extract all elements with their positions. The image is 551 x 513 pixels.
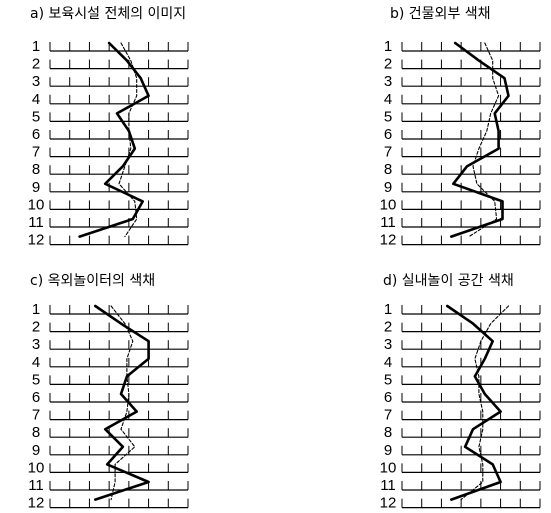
- row-label: 8: [32, 161, 40, 178]
- row-label: 4: [32, 91, 40, 108]
- row-label: 7: [32, 407, 40, 424]
- row-label: 8: [32, 424, 40, 441]
- row-label: 11: [28, 214, 44, 231]
- row-label: 2: [32, 56, 40, 73]
- row-label: 3: [384, 73, 392, 90]
- panel-c-title: c) 옥외놀이터의 색채: [30, 273, 155, 289]
- row-label: 7: [384, 407, 392, 424]
- row-label: 7: [384, 144, 392, 161]
- row-label: 10: [380, 196, 397, 213]
- panel-d-dashed-line: [460, 305, 510, 501]
- panel-c-solid-line: [94, 304, 150, 501]
- row-label: 2: [32, 319, 40, 336]
- row-label: 11: [28, 477, 44, 494]
- row-label: 2: [384, 319, 392, 336]
- panel-a-solid-line: [78, 41, 150, 238]
- panel-c-dashed-line: [110, 305, 136, 501]
- row-label: 8: [384, 424, 392, 441]
- row-label: 4: [384, 91, 392, 108]
- panel-b-solid-line: [449, 41, 510, 238]
- panel-d-solid-line: [445, 304, 502, 501]
- panel-a-dashed-line: [118, 42, 138, 238]
- panel-b-dashed-line: [468, 42, 500, 238]
- row-label: 6: [384, 389, 392, 406]
- row-label: 9: [384, 442, 392, 459]
- row-label: 10: [28, 196, 45, 213]
- row-label: 6: [32, 389, 40, 406]
- row-label: 11: [380, 214, 396, 231]
- row-label: 9: [32, 179, 40, 196]
- panel-d-title: d) 실내놀이 공간 색채: [383, 273, 514, 289]
- row-label: 2: [384, 56, 392, 73]
- row-label: 5: [384, 108, 392, 125]
- row-label: 10: [28, 459, 45, 476]
- row-label: 9: [32, 442, 40, 459]
- row-label: 7: [32, 144, 40, 161]
- row-label: 8: [384, 161, 392, 178]
- row-label: 1: [32, 301, 40, 318]
- row-label: 1: [32, 38, 40, 55]
- row-label: 5: [32, 371, 40, 388]
- row-label: 4: [32, 354, 40, 371]
- row-label: 3: [32, 336, 40, 353]
- row-label: 1: [384, 38, 392, 55]
- row-label: 12: [380, 232, 397, 249]
- panel-a-title: a) 보육시설 전체의 이미지: [30, 6, 186, 22]
- row-label: 3: [384, 336, 392, 353]
- row-label: 9: [384, 179, 392, 196]
- row-label: 6: [32, 126, 40, 143]
- row-label: 5: [384, 371, 392, 388]
- row-label: 5: [32, 108, 40, 125]
- row-label: 1: [384, 301, 392, 318]
- row-label: 4: [384, 354, 392, 371]
- row-label: 10: [380, 459, 397, 476]
- row-label: 12: [380, 495, 397, 512]
- row-label: 3: [32, 73, 40, 90]
- row-label: 6: [384, 126, 392, 143]
- row-label: 12: [28, 232, 45, 249]
- row-label: 11: [380, 477, 396, 494]
- panel-b-title: b) 건물외부 색채: [390, 6, 491, 22]
- row-label: 12: [28, 495, 45, 512]
